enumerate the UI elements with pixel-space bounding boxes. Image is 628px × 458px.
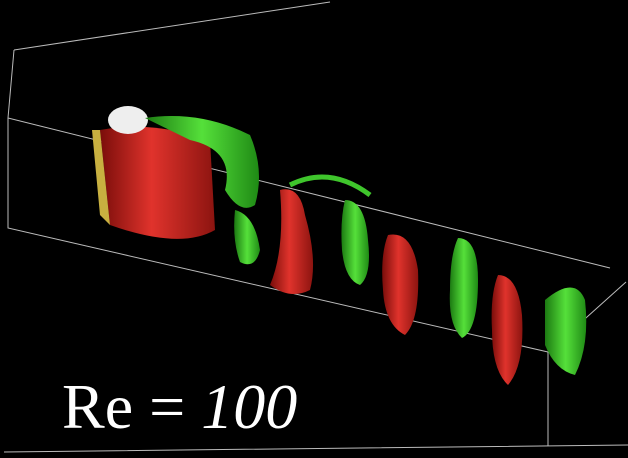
- reynolds-label: Re = 100: [62, 371, 297, 442]
- label-equals: =: [149, 371, 185, 442]
- label-symbol: Re: [62, 371, 133, 442]
- red-sheet: [100, 127, 215, 239]
- page: Re = 100 (() => { const data = JSON.pars…: [0, 0, 628, 458]
- label-value: 100: [201, 371, 297, 442]
- cylinder: [108, 106, 148, 134]
- vortex-visualization: Re = 100: [0, 0, 628, 458]
